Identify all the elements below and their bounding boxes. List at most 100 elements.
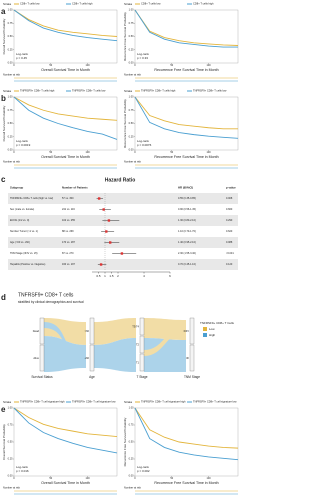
axis-label: Survival Status [31, 375, 53, 379]
legend-swatch [203, 327, 207, 331]
risk-row [14, 77, 117, 79]
plot-frame [134, 407, 239, 477]
subgroup: Age (>60 vs. ≤60) [10, 241, 30, 244]
risk-label: Number at risk [3, 486, 21, 490]
hr-point [107, 219, 111, 222]
p-text: 0.290 [226, 219, 233, 222]
alluvial-title: TNFRSF9+ CD8+ T cells [18, 292, 74, 298]
x-axis-label: Overall Survival Time in Month [41, 68, 90, 72]
risk-row [135, 77, 238, 79]
x-axis-label: Overall Survival Time in Month [41, 155, 90, 159]
stratum [39, 344, 45, 372]
risk-row [135, 493, 238, 495]
stratum-label: T2 [136, 343, 140, 347]
x-tick-label: 50 [49, 151, 52, 154]
y-tick-label: 0.50 [129, 35, 134, 38]
x-tick-label: 100 [206, 477, 211, 480]
test-label: Log-rank [137, 465, 149, 469]
column-header: p value [226, 186, 236, 190]
plot-frame [13, 9, 118, 64]
axis-label: Age [89, 375, 95, 379]
test-label: Log-rank [137, 52, 149, 56]
stratum-label: T1 [136, 361, 140, 365]
patients: 241 vs. 116 [62, 208, 75, 211]
panel-label: d [1, 293, 6, 302]
y-tick-label: 0.25 [8, 48, 13, 51]
hr-text: 1.40 (0.95-2.10) [178, 241, 196, 244]
y-axis-label: Recurrence Free Survival Probability [123, 417, 127, 466]
x-tick-label: 0.5 [96, 274, 101, 278]
legend-title: Strata [124, 2, 132, 6]
patients: 170 vs. 187 [62, 241, 76, 244]
stratum [139, 317, 145, 336]
y-tick-label: 1.00 [8, 9, 13, 12]
stratum [39, 317, 45, 345]
hr-text: 0.70 (0.45-1.10) [178, 263, 196, 266]
y-tick-label: 0.75 [8, 22, 13, 25]
stratum [89, 317, 95, 345]
x-tick-label: 0 [13, 151, 15, 154]
survival-curve [13, 96, 118, 121]
patients: 88 vs. 269 [62, 230, 74, 233]
p-text: <0.001 [226, 252, 234, 255]
risk-row [14, 490, 117, 492]
panel-label: b [1, 94, 6, 103]
y-tick-label: 1.00 [8, 96, 13, 99]
y-tick-label: 0.25 [129, 135, 134, 138]
legend-title: Strata [3, 89, 11, 93]
test-label: Log-rank [16, 139, 28, 143]
y-axis-label: Overall Survival Probability [2, 424, 6, 460]
x-tick-label: 50 [170, 151, 173, 154]
x-tick-label: 100 [85, 64, 90, 67]
risk-row [14, 493, 117, 495]
y-tick-label: 0.50 [8, 122, 13, 125]
p-value: p = 0.0076 [137, 143, 152, 147]
panel-label: a [1, 7, 6, 16]
alluvial-subtitle: stratified by clinical demographics and … [18, 300, 84, 304]
survival-curve [13, 407, 118, 454]
hr-text: 1.10 (0.70-1.70) [178, 230, 196, 233]
x-tick-label: 0 [134, 64, 136, 67]
y-axis-label: Overall Survival Probability [2, 18, 6, 54]
survival-curve [13, 9, 118, 37]
legend-label: TNFRSF9+ CD8+ T cell signature low [193, 400, 237, 404]
p-value: p = 0.0019 [16, 143, 31, 147]
risk-label: Number at risk [3, 160, 21, 164]
x-tick-label: 100 [85, 477, 90, 480]
risk-row [14, 167, 117, 169]
y-tick-label: 0.25 [129, 458, 134, 461]
legend-title: Strata [3, 400, 11, 404]
x-tick-label: 1 [104, 274, 106, 278]
y-tick-label: 0.00 [8, 475, 13, 478]
x-tick-label: 50 [170, 477, 173, 480]
axis-label: T Stage [136, 375, 147, 379]
y-tick-label: 0.00 [129, 149, 134, 152]
plot-frame [13, 407, 118, 477]
hr-point [120, 252, 124, 255]
legend-title: Strata [3, 2, 11, 6]
x-tick-label: 100 [206, 64, 211, 67]
x-tick-label: 50 [49, 64, 52, 67]
y-tick-label: 0.75 [8, 109, 13, 112]
y-tick-label: 0.75 [129, 424, 134, 427]
x-tick-label: 50 [49, 477, 52, 480]
y-tick-label: 0.25 [8, 458, 13, 461]
legend-label: TNFRSF9+ CD8+ T cells high [20, 89, 55, 93]
x-axis-label: Recurrence Free Survival Time in Month [154, 68, 218, 72]
p-text: 0.660 [226, 208, 233, 211]
p-value: p = 0.45 [16, 56, 27, 60]
stratum-label: T3/T4 [132, 325, 139, 329]
stratum [189, 344, 195, 372]
x-tick-label: 0 [134, 477, 136, 480]
test-label: Log-rank [16, 52, 28, 56]
hr-point [105, 230, 108, 233]
p-value: p = 0.002 [137, 469, 150, 473]
y-tick-label: 0.25 [129, 48, 134, 51]
y-tick-label: 0.75 [129, 22, 134, 25]
x-axis-label: Recurrence Free Survival Time in Month [154, 155, 218, 159]
y-tick-label: 0.75 [8, 424, 13, 427]
legend-label: Low [209, 327, 215, 331]
legend-label: TNFRSF9+ CD8+ T cell signature low [72, 400, 116, 404]
x-tick-label: 100 [206, 151, 211, 154]
x-axis-label: Recurrence Free Survival Time in Month [154, 481, 218, 485]
